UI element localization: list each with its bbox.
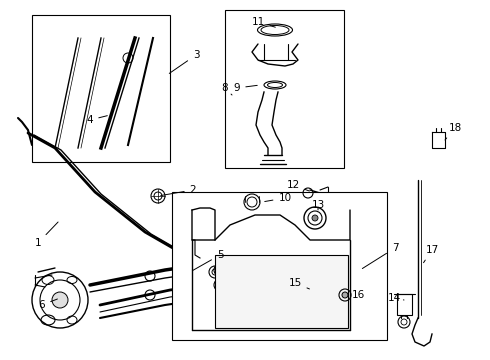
Text: 3: 3 [169, 50, 199, 73]
Ellipse shape [310, 275, 330, 281]
Text: 16: 16 [348, 290, 365, 300]
Text: 9: 9 [234, 83, 257, 93]
Text: 4: 4 [87, 115, 107, 125]
Circle shape [52, 292, 68, 308]
Bar [32, 15, 170, 162]
Text: 6: 6 [39, 299, 57, 310]
Text: 1: 1 [35, 222, 58, 248]
Text: 15: 15 [289, 278, 309, 289]
Text: 12: 12 [286, 180, 309, 191]
Text: 2: 2 [161, 185, 196, 195]
Text: 8: 8 [221, 83, 232, 95]
Bar [314, 310, 326, 325]
Text: 10: 10 [265, 193, 292, 203]
Bar [310, 280, 330, 310]
Text: 13: 13 [311, 200, 324, 210]
Bar [397, 294, 412, 315]
Bar [215, 255, 348, 328]
Text: 14: 14 [388, 293, 404, 303]
Text: 7: 7 [362, 243, 398, 269]
Text: 18: 18 [445, 123, 462, 140]
Text: 11: 11 [251, 17, 275, 27]
Bar [225, 10, 344, 168]
Text: 17: 17 [423, 245, 439, 263]
Bar [172, 192, 387, 340]
Circle shape [312, 215, 318, 221]
Circle shape [342, 292, 348, 298]
Text: 5: 5 [193, 250, 223, 271]
